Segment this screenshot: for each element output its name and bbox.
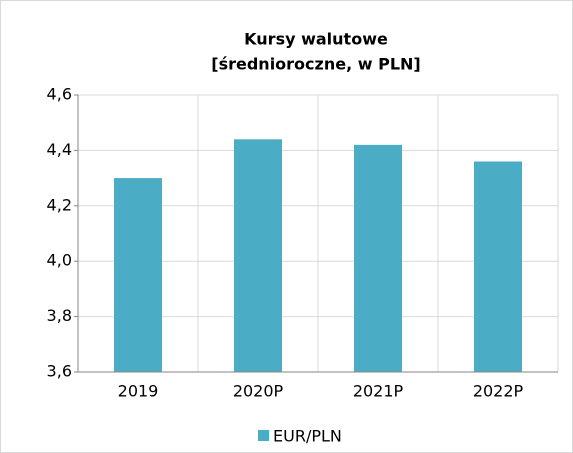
chart-subtitle: [średnioroczne, w PLN] (211, 55, 420, 74)
y-tick-label: 4,2 (47, 195, 72, 214)
x-tick-label: 2021P (353, 382, 404, 401)
bar (474, 161, 522, 372)
y-tick-label: 4,0 (47, 251, 72, 270)
x-tick-label: 2020P (233, 382, 284, 401)
bar (234, 139, 282, 372)
legend-swatch (258, 430, 269, 441)
legend-label: EUR/PLN (273, 427, 342, 446)
bar (354, 144, 402, 372)
y-tick-label: 3,6 (47, 362, 72, 381)
y-tick-label: 3,8 (47, 306, 72, 325)
bar (114, 178, 162, 372)
y-tick-label: 4,6 (47, 85, 72, 104)
x-tick-label: 2022P (473, 382, 524, 401)
x-tick-label: 2019 (118, 382, 159, 401)
y-tick-label: 4,4 (47, 140, 72, 159)
chart-title: Kursy walutowe (244, 30, 388, 49)
